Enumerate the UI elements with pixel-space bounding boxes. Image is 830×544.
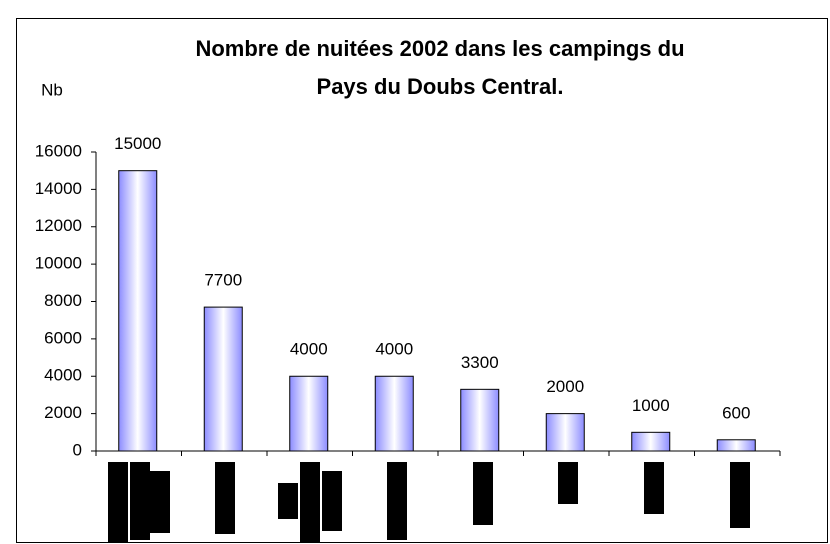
chart-title: Nombre de nuitées 2002 dans les campings… xyxy=(195,36,684,61)
y-tick-label: 0 xyxy=(73,440,82,459)
bar xyxy=(545,413,585,452)
bar xyxy=(631,431,671,452)
redaction xyxy=(730,462,750,528)
y-tick-label: 10000 xyxy=(35,254,82,273)
redaction xyxy=(644,462,664,514)
y-tick-label: 14000 xyxy=(35,179,82,198)
redaction xyxy=(130,462,150,540)
value-label: 15000 xyxy=(114,134,161,153)
value-label: 2000 xyxy=(546,377,584,396)
bar xyxy=(374,375,414,452)
redacted-labels xyxy=(108,462,750,542)
redaction xyxy=(215,462,235,534)
y-tick-label: 8000 xyxy=(44,291,82,310)
redaction xyxy=(387,462,407,540)
y-tick-label: 4000 xyxy=(44,366,82,385)
value-label: 3300 xyxy=(461,353,499,372)
redaction xyxy=(558,462,578,504)
redaction xyxy=(150,471,170,533)
redaction xyxy=(473,462,493,525)
redaction xyxy=(278,483,298,519)
value-label: 4000 xyxy=(375,340,413,359)
bar xyxy=(716,439,756,452)
value-label: 4000 xyxy=(290,340,328,359)
bar xyxy=(203,306,243,452)
value-label: 7700 xyxy=(204,271,242,290)
value-label: 1000 xyxy=(632,396,670,415)
y-tick-label: 12000 xyxy=(35,216,82,235)
redaction xyxy=(108,462,128,542)
y-axis-label: Nb xyxy=(41,80,63,99)
bar xyxy=(460,388,500,452)
y-tick-label: 16000 xyxy=(35,141,82,160)
y-tick-label: 6000 xyxy=(44,328,82,347)
y-tick-label: 2000 xyxy=(44,403,82,422)
bar xyxy=(118,170,158,452)
value-label: 600 xyxy=(722,403,750,422)
chart-title: Pays du Doubs Central. xyxy=(317,74,564,99)
redaction xyxy=(322,471,342,531)
bar xyxy=(289,375,329,452)
redaction xyxy=(300,462,320,542)
